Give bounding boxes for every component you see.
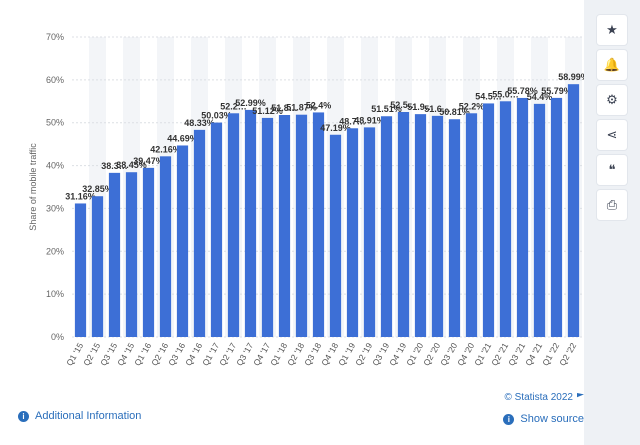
data-label: 50.03% — [201, 111, 232, 121]
info-icon: i — [18, 410, 29, 422]
print-button[interactable]: ⎙ — [596, 189, 628, 221]
bar — [142, 167, 155, 337]
data-label: 55.78% — [507, 86, 538, 96]
data-label: 58.99% — [558, 72, 584, 82]
credit-text: © Statista 2022 — [504, 392, 573, 403]
y-axis-label: Share of mobile traffic — [28, 143, 38, 231]
data-label: 54.4% — [527, 92, 553, 102]
additional-information-label: Additional Information — [35, 410, 142, 422]
data-label: 32.85% — [82, 184, 113, 194]
bell-icon: 🔔 — [603, 57, 621, 72]
bar — [227, 113, 240, 338]
data-label: 38.45% — [116, 160, 147, 170]
share-icon: ⋖ — [606, 127, 618, 142]
data-label: 52.5… — [390, 100, 417, 110]
bar — [431, 115, 444, 337]
bar — [482, 103, 495, 337]
bar — [91, 196, 104, 337]
y-tick-label: 20% — [46, 246, 64, 256]
y-tick-label: 50% — [46, 118, 64, 128]
y-tick-label: 10% — [46, 289, 64, 299]
bar — [363, 127, 376, 337]
bar — [346, 128, 359, 337]
statista-credit[interactable]: © Statista 2022 — [503, 392, 584, 403]
footer-right: © Statista 2022 i Show source — [503, 392, 584, 425]
bar — [448, 119, 461, 337]
data-label: 51.51% — [371, 104, 402, 114]
data-label: 54.5… — [475, 91, 502, 101]
data-label: 48.33% — [184, 118, 215, 128]
bar — [125, 172, 138, 337]
bar — [74, 203, 87, 337]
bar — [312, 112, 325, 337]
gear-button[interactable]: ⚙ — [596, 84, 628, 116]
bar — [210, 122, 223, 337]
source-info-icon: i — [503, 413, 515, 425]
bar — [159, 156, 172, 337]
bar — [499, 101, 512, 338]
data-label: 51.8… — [271, 103, 298, 113]
y-tick-label: 70% — [46, 32, 64, 42]
share-button[interactable]: ⋖ — [596, 119, 628, 151]
print-icon: ⎙ — [606, 197, 618, 212]
bar — [108, 172, 121, 337]
show-source-link[interactable]: i Show source — [503, 413, 584, 425]
data-label: 55.0… — [492, 89, 519, 99]
data-label: 51.9… — [407, 102, 434, 112]
data-label: 52.99% — [235, 98, 266, 108]
flag-icon — [577, 393, 584, 398]
bar — [193, 129, 206, 337]
star-button[interactable]: ★ — [596, 14, 628, 46]
bar — [329, 134, 342, 337]
bar — [397, 112, 410, 337]
y-tick-label: 0% — [51, 332, 64, 342]
data-label: 48.91% — [354, 115, 385, 125]
y-tick-label: 60% — [46, 75, 64, 85]
show-source-label: Show source — [520, 413, 584, 425]
data-label: 48.7… — [339, 116, 366, 126]
bar-chart: 0% 10% 20% 30% 40% 50% 60% 70% Share of mobile t… — [28, 32, 584, 368]
data-label: 52.2… — [220, 101, 247, 111]
quote-button[interactable]: ❝ — [596, 154, 628, 186]
star-icon: ★ — [606, 22, 618, 37]
data-label: 51.6… — [424, 104, 451, 114]
y-tick-label: 40% — [46, 161, 64, 171]
chart-card: 0% 10% 20% 30% 40% 50% 60% 70% Share of mobile t… — [0, 0, 584, 445]
gear-icon: ⚙ — [606, 92, 618, 107]
data-label: 52.4% — [306, 100, 332, 110]
data-label: 51.12% — [252, 106, 283, 116]
bar — [244, 109, 257, 338]
data-label: 51.87% — [286, 103, 317, 113]
data-label: 38.3… — [101, 161, 128, 171]
x-tick-label: Q2 '22 — [557, 341, 578, 368]
data-label: 47.19% — [320, 123, 351, 133]
data-label: 44.69% — [167, 133, 198, 143]
bar — [278, 115, 291, 337]
data-label: 50.81% — [439, 107, 470, 117]
bar — [261, 117, 274, 338]
bar — [380, 116, 393, 337]
bar — [465, 113, 478, 338]
data-label: 42.16% — [150, 144, 181, 154]
bar — [176, 145, 189, 337]
bar — [516, 97, 529, 337]
toolbar-rail: ★ 🔔 ⚙ ⋖ ❝ ⎙ — [596, 14, 630, 224]
bell-button[interactable]: 🔔 — [596, 49, 628, 81]
data-label: 55.79% — [541, 86, 572, 96]
quote-icon: ❝ — [608, 162, 616, 177]
bar — [550, 97, 563, 338]
data-label: 52.2% — [459, 101, 485, 111]
additional-information-link[interactable]: i Additional Information — [18, 410, 141, 422]
bar — [533, 103, 546, 337]
bar — [295, 114, 308, 337]
data-label: 39.47% — [133, 156, 164, 166]
data-label: 31.16% — [65, 191, 96, 201]
bar — [414, 114, 427, 338]
y-tick-label: 30% — [46, 203, 64, 213]
bar — [567, 84, 580, 337]
